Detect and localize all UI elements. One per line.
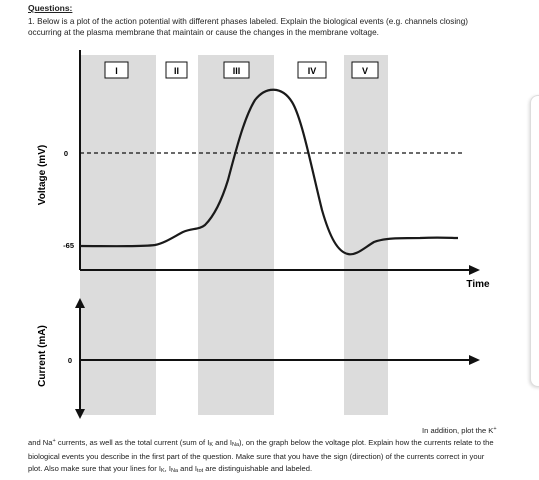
questions-heading: Questions: — [28, 3, 73, 13]
instr-sub-k: K — [209, 442, 214, 449]
time-axis-label: Time — [466, 279, 490, 290]
phase-box-4 — [297, 61, 327, 79]
instr-sub-tot: tot — [197, 467, 204, 474]
phase-box-3 — [223, 61, 250, 79]
instr-line3a: Make sure that you have the sign (direct… — [28, 452, 485, 473]
instr-sub-na-2: Na — [171, 467, 179, 474]
instr-line4-and: and I — [178, 463, 198, 473]
instr-k-sup: + — [493, 426, 497, 432]
phase-label-4: IV — [308, 66, 317, 76]
phase-box-1 — [104, 61, 129, 79]
phase-box-2 — [165, 61, 188, 79]
instr-line3b: , — [164, 463, 167, 473]
current-y-arrow-up — [75, 298, 85, 308]
instr-na-sup: + — [52, 438, 56, 445]
instr-line1-rest: currents, as well as the total current (… — [55, 438, 210, 448]
voltage-tick-rest: -65 — [63, 241, 74, 250]
question-text: 1. Below is a plot of the action potenti… — [28, 17, 468, 37]
instr-and-i: and I — [213, 438, 233, 448]
phase-label-3: III — [233, 66, 241, 76]
phase-label-2: II — [174, 66, 179, 76]
side-panel-edge — [530, 95, 539, 387]
current-y-arrow-down — [75, 409, 85, 419]
instr-line4-end: are distinguishable and labeled. — [203, 463, 313, 473]
phase-label-5: V — [362, 66, 368, 76]
phase-label-1: I — [115, 66, 118, 76]
phase-band-1 — [80, 55, 156, 415]
phase-box-5 — [351, 61, 379, 79]
voltage-x-arrowhead — [469, 265, 480, 275]
instr-line2: voltage plot. Explain how the currents r… — [28, 438, 494, 462]
current-axis-label: Current (mA) — [37, 325, 48, 387]
phase-band-3 — [198, 55, 274, 415]
instr-i-prefix: I — [168, 463, 172, 473]
voltage-axis-label: Voltage (mV) — [37, 145, 48, 205]
instructions-text: In addition, plot the K+ and Na+ current… — [28, 424, 498, 477]
current-tick-0: 0 — [68, 356, 72, 365]
instr-sub-na: Na — [232, 442, 240, 449]
phase-labels: I II III IV V — [104, 61, 379, 79]
voltage-tick-0: 0 — [64, 149, 68, 158]
current-x-arrowhead — [469, 355, 480, 365]
instr-line1-mid: and Na — [28, 438, 53, 448]
instr-line1: In addition, plot the K — [422, 426, 494, 435]
phase-band-5 — [344, 55, 388, 415]
instr-line1-end: ), on the graph below the — [239, 438, 324, 448]
phase-bands — [80, 55, 388, 415]
instr-sub-k-2: K — [160, 467, 165, 474]
action-potential-trace — [79, 88, 459, 256]
